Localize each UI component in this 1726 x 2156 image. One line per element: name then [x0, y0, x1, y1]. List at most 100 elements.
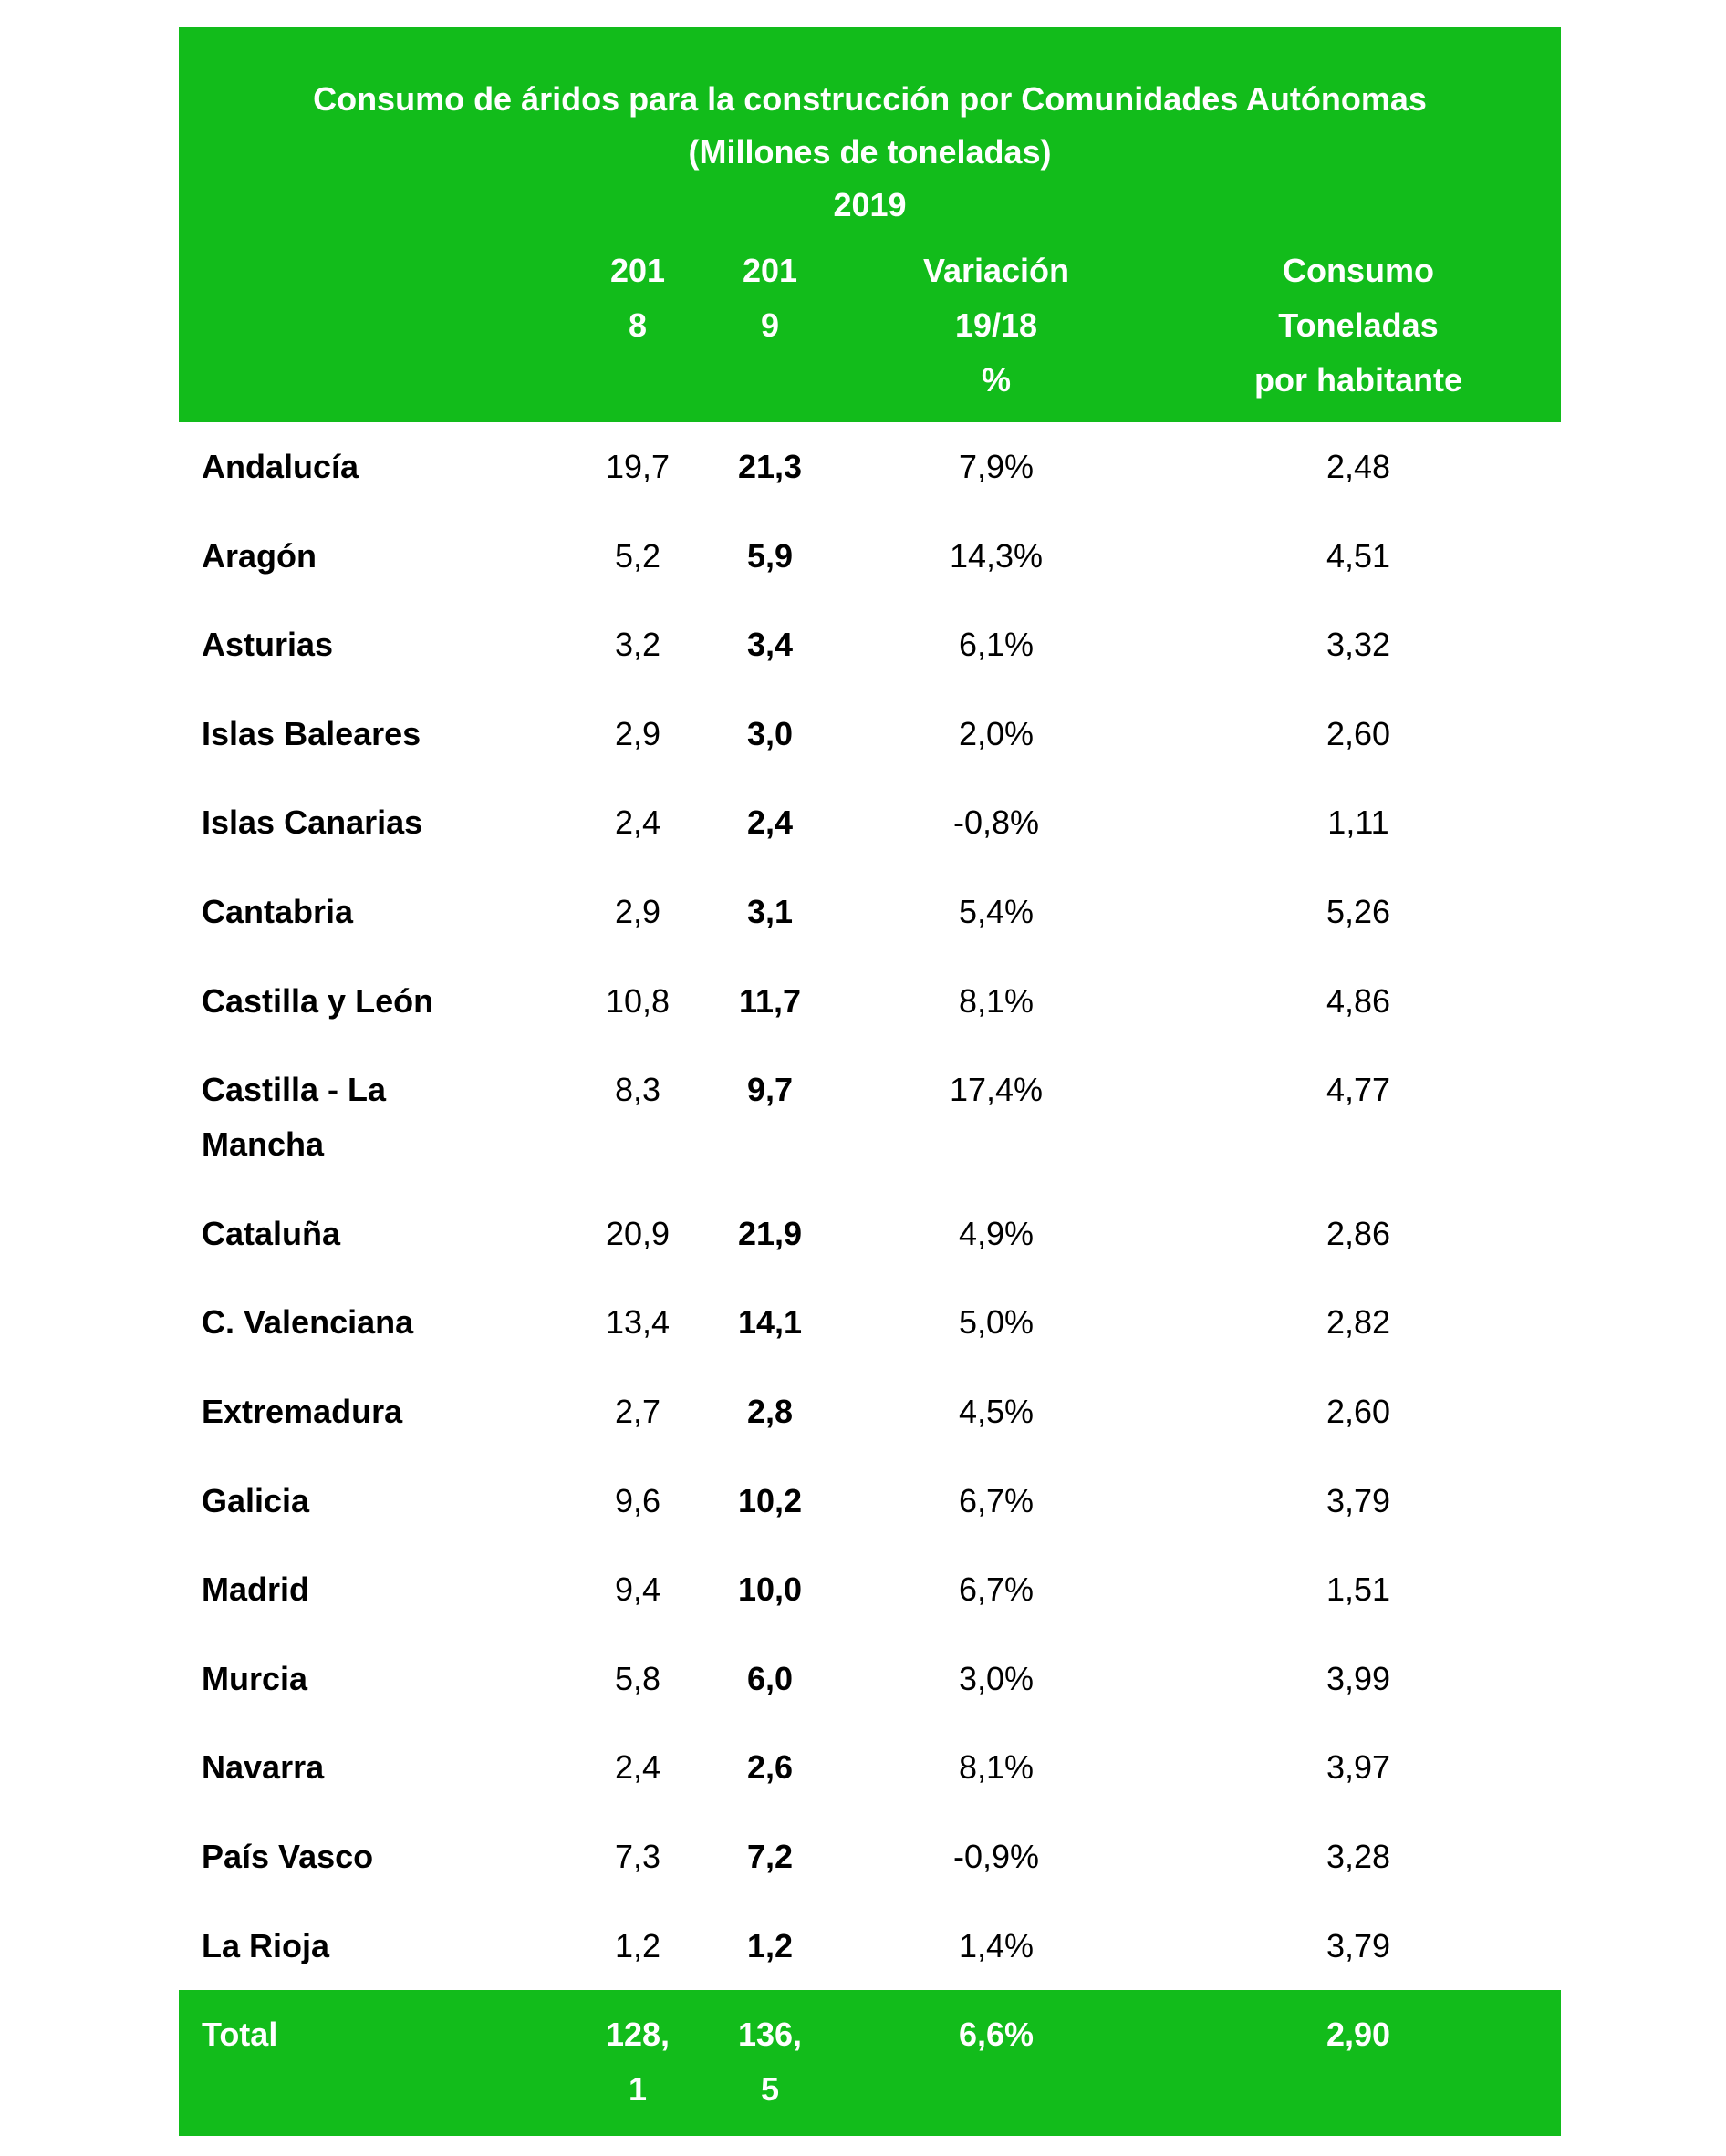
value-2019: 21,9 — [737, 1214, 803, 1252]
variation: 6,1% — [958, 626, 1035, 664]
value-2019: 11,7 — [738, 981, 802, 1020]
variation: 8,1% — [958, 981, 1035, 1020]
col-header-region — [179, 244, 584, 408]
total-per-capita: 2,90 — [1326, 2016, 1391, 2054]
per-capita: 5,26 — [1326, 892, 1391, 930]
table-row: Madrid 9,4 10,0 6,7% 1,51 — [179, 1545, 1561, 1634]
col-header-2019: 201 9 — [742, 252, 798, 344]
value-2018: 9,4 — [614, 1570, 661, 1609]
table-row: Extremadura 2,7 2,8 4,5% 2,60 — [179, 1367, 1561, 1456]
region-name: C. Valenciana — [202, 1303, 414, 1342]
region-name: Murcia — [202, 1659, 308, 1697]
total-2018: 128, 1 — [605, 2016, 671, 2109]
per-capita: 2,60 — [1326, 1392, 1391, 1430]
variation: 4,9% — [958, 1214, 1035, 1252]
per-capita: 2,82 — [1326, 1303, 1391, 1342]
per-capita: 2,60 — [1326, 714, 1391, 752]
table-row: Navarra 2,4 2,6 8,1% 3,97 — [179, 1723, 1561, 1812]
col-header-2018: 201 8 — [609, 252, 666, 344]
col-header-per-capita: Consumo Toneladas por habitante — [1253, 252, 1462, 399]
region-name: La Rioja — [202, 1926, 330, 1964]
per-capita: 3,99 — [1326, 1659, 1391, 1697]
variation: 7,9% — [958, 448, 1035, 485]
variation: 1,4% — [958, 1926, 1035, 1964]
value-2018: 8,3 — [614, 1071, 661, 1109]
value-2019: 10,0 — [737, 1570, 803, 1609]
value-2018: 19,7 — [605, 448, 671, 485]
table-row: Galicia 9,6 10,2 6,7% 3,79 — [179, 1456, 1561, 1546]
region-name: País Vasco — [202, 1837, 374, 1875]
value-2019: 9,7 — [746, 1071, 794, 1109]
per-capita: 3,32 — [1326, 626, 1391, 664]
per-capita: 4,51 — [1326, 536, 1391, 575]
table-row: Asturias 3,2 3,4 6,1% 3,32 — [179, 600, 1561, 689]
variation: -0,8% — [952, 803, 1040, 842]
region-name: Cantabria — [202, 892, 354, 930]
value-2018: 5,2 — [614, 536, 661, 575]
value-2018: 2,4 — [614, 1748, 661, 1787]
total-label: Total — [202, 2016, 278, 2054]
region-name: Aragón — [202, 536, 317, 575]
value-2018: 2,4 — [614, 803, 661, 842]
region-name: Castilla y León — [202, 981, 434, 1020]
table-row: Cataluña 20,9 21,9 4,9% 2,86 — [179, 1189, 1561, 1279]
value-2019: 3,4 — [746, 626, 794, 664]
per-capita: 4,77 — [1326, 1071, 1391, 1109]
value-2018: 20,9 — [605, 1214, 671, 1252]
per-capita: 2,48 — [1326, 448, 1391, 485]
value-2018: 1,2 — [614, 1926, 661, 1964]
region-name: Galicia — [202, 1481, 310, 1519]
table-row: Castilla - La Mancha 8,3 9,7 17,4% 4,77 — [179, 1045, 1561, 1189]
title-line: Consumo de áridos para la construcción p… — [313, 80, 1427, 118]
variation: 5,4% — [958, 892, 1035, 930]
region-name: Asturias — [202, 626, 334, 664]
per-capita: 3,79 — [1326, 1481, 1391, 1519]
value-2018: 3,2 — [614, 626, 661, 664]
total-2019: 136, 5 — [737, 2016, 803, 2109]
value-2018: 2,7 — [614, 1392, 661, 1430]
table-row: La Rioja 1,2 1,2 1,4% 3,79 — [179, 1902, 1561, 1991]
value-2018: 9,6 — [614, 1481, 661, 1519]
variation: -0,9% — [952, 1837, 1040, 1875]
value-2019: 21,3 — [737, 448, 803, 485]
value-2018: 10,8 — [605, 981, 671, 1020]
value-2019: 14,1 — [737, 1303, 803, 1342]
title-year: 2019 — [833, 186, 907, 223]
region-name: Islas Baleares — [202, 714, 421, 752]
per-capita: 4,86 — [1326, 981, 1391, 1020]
table-header: Consumo de áridos para la construcción p… — [179, 27, 1561, 422]
total-variation: 6,6% — [958, 2016, 1035, 2054]
value-2018: 5,8 — [614, 1659, 661, 1697]
value-2018: 7,3 — [614, 1837, 661, 1875]
table-row: Islas Baleares 2,9 3,0 2,0% 2,60 — [179, 689, 1561, 779]
value-2019: 7,2 — [746, 1837, 794, 1875]
variation: 2,0% — [958, 714, 1035, 752]
table-row: Andalucía 19,7 21,3 7,9% 2,48 — [179, 422, 1561, 512]
per-capita: 2,86 — [1326, 1214, 1391, 1252]
region-name: Madrid — [202, 1570, 310, 1609]
region-name: Navarra — [202, 1748, 325, 1787]
variation: 6,7% — [958, 1481, 1035, 1519]
region-name: Andalucía — [202, 448, 359, 485]
region-name: Castilla - La Mancha — [202, 1071, 387, 1164]
per-capita: 3,97 — [1326, 1748, 1391, 1787]
value-2019: 6,0 — [746, 1659, 794, 1697]
table-row: Islas Canarias 2,4 2,4 -0,8% 1,11 — [179, 778, 1561, 867]
region-name: Cataluña — [202, 1214, 341, 1252]
table-row: Murcia 5,8 6,0 3,0% 3,99 — [179, 1634, 1561, 1724]
variation: 8,1% — [958, 1748, 1035, 1787]
table-row: C. Valenciana 13,4 14,1 5,0% 2,82 — [179, 1278, 1561, 1367]
variation: 4,5% — [958, 1392, 1035, 1430]
subtitle-units: (Millones de toneladas) — [688, 133, 1052, 171]
variation: 14,3% — [949, 536, 1044, 575]
per-capita: 3,79 — [1326, 1926, 1391, 1964]
value-2019: 2,4 — [746, 803, 794, 842]
column-headers: 201 8 201 9 Variación 19/18 % Consumo To… — [179, 244, 1561, 408]
total-row: Total 128, 1 136, 5 6,6% 2,90 — [179, 1990, 1561, 2137]
table-body: Andalucía 19,7 21,3 7,9% 2,48 Aragón 5,2 5,9 14,… — [179, 422, 1561, 1990]
table-title: Consumo de áridos para la construcción p… — [179, 73, 1561, 232]
table-row: País Vasco 7,3 7,2 -0,9% 3,28 — [179, 1812, 1561, 1902]
table-row: Cantabria 2,9 3,1 5,4% 5,26 — [179, 867, 1561, 957]
value-2019: 2,8 — [746, 1392, 794, 1430]
per-capita: 1,11 — [1327, 803, 1389, 842]
